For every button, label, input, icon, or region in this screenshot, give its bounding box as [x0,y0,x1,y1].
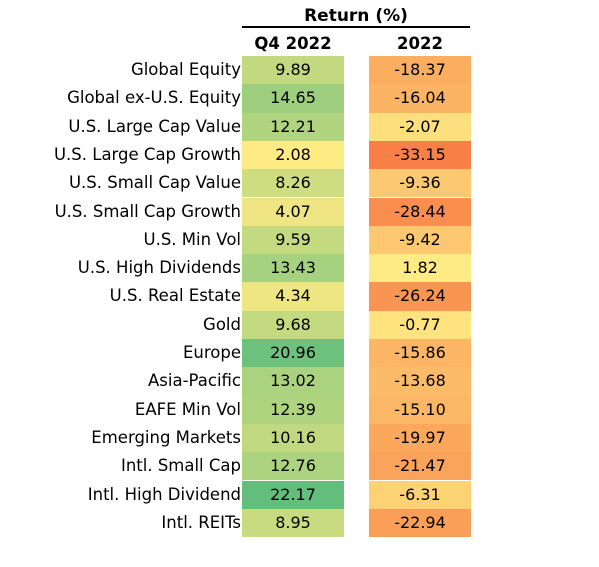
row-label: Intl. REITs [161,512,241,532]
cell-2022: -15.86 [369,339,471,368]
cell-q4-2022: 12.21 [242,112,344,141]
table-row: Emerging Markets 10.16 -19.97 [0,423,599,453]
row-label: Intl. Small Cap [120,456,241,476]
table-row: Global ex-U.S. Equity 14.65 -16.04 [0,84,599,113]
table-row: Gold 9.68 -0.77 [0,310,599,339]
row-label: Global ex-U.S. Equity [67,88,241,108]
cell-q4-2022: 13.02 [242,367,344,396]
cell-2022: -2.07 [369,112,471,141]
row-label: U.S. Real Estate [109,286,241,306]
column-header-2022: 2022 [397,34,443,53]
row-label: Europe [182,343,241,362]
cell-2022: -28.44 [369,197,471,226]
row-label: Asia-Pacific [148,371,241,391]
cell-2022: -13.68 [369,367,471,396]
cell-q4-2022: 2.08 [242,140,344,170]
cell-q4-2022: 9.89 [242,56,344,85]
cell-q4-2022: 20.96 [242,339,344,368]
table-row: Intl. High Dividend 22.17 -6.31 [0,480,599,509]
table-row: U.S. Real Estate 4.34 -26.24 [0,282,599,311]
cell-q4-2022: 13.43 [242,254,344,283]
row-label: U.S. Small Cap Growth [54,201,241,221]
cell-q4-2022: 22.17 [242,480,344,509]
cell-2022: -22.94 [369,508,471,538]
cell-2022: -33.15 [369,140,471,170]
cell-2022: -15.10 [369,395,471,424]
title-underline [242,26,470,28]
cell-q4-2022: 8.26 [242,169,344,198]
cell-2022: -18.37 [369,56,471,85]
cell-2022: -6.31 [369,480,471,509]
row-label: U.S. Large Cap Growth [53,144,241,164]
table-row: Intl. REITs 8.95 -22.94 [0,508,599,538]
cell-2022: -0.77 [369,310,471,339]
table-row: U.S. Min Vol 9.59 -9.42 [0,225,599,255]
cell-2022: -19.97 [369,423,471,453]
row-label: Gold [203,314,241,334]
table-row: Global Equity 9.89 -18.37 [0,56,599,85]
cell-q4-2022: 12.39 [242,395,344,424]
row-label: U.S. Large Cap Value [68,116,241,136]
table-row: U.S. Large Cap Growth 2.08 -33.15 [0,140,599,170]
table-row: Intl. Small Cap 12.76 -21.47 [0,452,599,481]
row-label: Global Equity [130,60,241,79]
cell-q4-2022: 4.07 [242,197,344,226]
cell-q4-2022: 9.68 [242,310,344,339]
row-label: EAFE Min Vol [134,399,241,419]
table-row: U.S. Large Cap Value 12.21 -2.07 [0,112,599,141]
table-row: U.S. Small Cap Value 8.26 -9.36 [0,169,599,198]
table-row: U.S. High Dividends 13.43 1.82 [0,254,599,283]
row-label: U.S. Min Vol [143,229,242,249]
cell-2022: -26.24 [369,282,471,311]
row-label: U.S. Small Cap Value [68,173,241,193]
table-row: Asia-Pacific 13.02 -13.68 [0,367,599,396]
cell-2022: -16.04 [369,84,471,113]
cell-2022: -9.36 [369,169,471,198]
cell-2022: -9.42 [369,225,471,255]
cell-q4-2022: 12.76 [242,452,344,481]
cell-q4-2022: 8.95 [242,508,344,538]
cell-2022: 1.82 [369,254,471,283]
cell-q4-2022: 10.16 [242,423,344,453]
cell-2022: -21.47 [369,452,471,481]
row-label: Emerging Markets [91,427,241,447]
cell-q4-2022: 4.34 [242,282,344,311]
row-label: Intl. High Dividend [87,484,241,504]
table-row: Europe 20.96 -15.86 [0,339,599,368]
column-header-q4-2022: Q4 2022 [254,34,332,53]
table-title: Return (%) [304,6,408,26]
cell-q4-2022: 14.65 [242,84,344,113]
row-label: U.S. High Dividends [77,258,241,278]
table-row: EAFE Min Vol 12.39 -15.10 [0,395,599,424]
cell-q4-2022: 9.59 [242,225,344,255]
table-row: U.S. Small Cap Growth 4.07 -28.44 [0,197,599,226]
